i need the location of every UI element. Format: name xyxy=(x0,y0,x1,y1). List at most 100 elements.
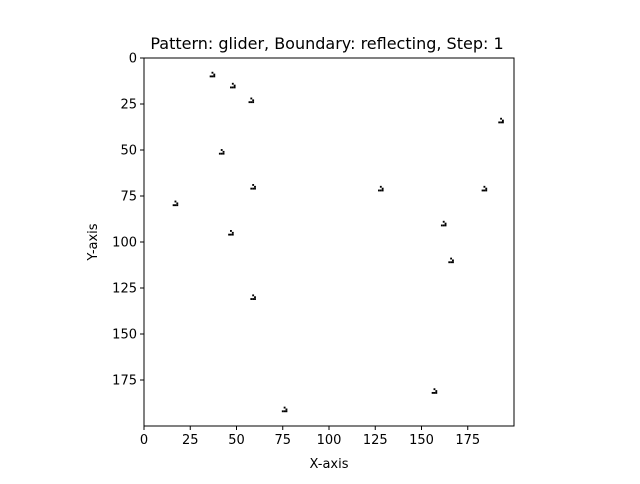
y-tick-label: 125 xyxy=(112,282,137,297)
glider-point xyxy=(481,185,488,192)
glider-cell xyxy=(501,119,504,122)
glider-cell xyxy=(500,121,502,124)
glider-cell xyxy=(444,224,447,227)
glider-cell xyxy=(252,101,255,104)
glider-cell xyxy=(452,259,454,262)
glider-cell xyxy=(254,185,256,188)
glider-cell xyxy=(431,391,434,394)
glider-cell xyxy=(222,152,225,155)
glider-cell xyxy=(379,185,382,188)
glider-cell xyxy=(252,298,255,300)
glider-cell xyxy=(213,75,216,78)
glider-cell xyxy=(254,187,256,190)
x-tick-label: 125 xyxy=(363,433,388,448)
glider-cell xyxy=(448,261,451,264)
glider-cell xyxy=(378,189,380,192)
glider-cell xyxy=(381,189,384,192)
glider-cell xyxy=(450,261,453,264)
glider-point xyxy=(172,200,179,207)
glider-point xyxy=(248,97,255,104)
glider-cell xyxy=(435,391,438,394)
glider-cell xyxy=(481,189,484,192)
glider-cell xyxy=(231,231,234,234)
glider-cell xyxy=(254,296,256,299)
glider-cell xyxy=(442,224,445,227)
y-tick-label: 175 xyxy=(112,374,137,389)
glider-cell xyxy=(250,101,253,104)
glider-cell xyxy=(176,204,179,207)
glider-cell xyxy=(174,204,177,207)
glider-point xyxy=(498,117,504,124)
glider-cell xyxy=(379,189,382,192)
glider-point xyxy=(448,257,454,264)
glider-cell xyxy=(485,189,488,192)
glider-cell xyxy=(233,86,236,89)
glider-cell xyxy=(211,75,214,78)
glider-cell xyxy=(281,410,284,413)
glider-cell xyxy=(172,204,175,207)
glider-point xyxy=(250,184,256,190)
glider-cell xyxy=(250,298,253,300)
glider-cell xyxy=(433,388,436,391)
glider-cell xyxy=(483,185,486,188)
glider-cell xyxy=(442,220,445,223)
glider-cell xyxy=(213,73,216,76)
glider-cell xyxy=(450,257,453,260)
glider-cell xyxy=(176,202,179,205)
glider-cell xyxy=(252,294,255,297)
glider-point xyxy=(250,294,256,300)
glider-cell xyxy=(252,187,255,190)
glider-point xyxy=(218,149,225,155)
glider-cell xyxy=(228,233,231,236)
y-tick-label: 25 xyxy=(120,98,137,113)
x-tick-label: 75 xyxy=(274,433,291,448)
y-tick-label: 75 xyxy=(120,190,137,205)
glider-point xyxy=(230,82,236,89)
glider-cell xyxy=(248,101,251,104)
glider-cell xyxy=(174,200,177,203)
glider-cell xyxy=(285,410,288,413)
y-tick-label: 50 xyxy=(120,144,137,159)
x-tick-label: 0 xyxy=(140,433,148,448)
glider-cell xyxy=(209,75,212,78)
glider-cell xyxy=(211,71,214,74)
glider-point xyxy=(431,388,438,394)
plot-area xyxy=(143,57,515,427)
y-axis: 0 25 50 75 100 125 150 175 xyxy=(112,52,144,389)
glider-point xyxy=(440,220,447,227)
glider-point xyxy=(378,185,384,192)
x-tick-label: 150 xyxy=(409,433,434,448)
x-tick-label: 175 xyxy=(455,433,480,448)
glider-cell xyxy=(250,187,253,190)
x-axis: 0 25 50 75 100 125 150 175 xyxy=(140,426,480,448)
x-axis-label: X-axis xyxy=(310,457,349,472)
glider-cell xyxy=(252,99,255,102)
glider-cell xyxy=(231,233,234,236)
y-tick-label: 150 xyxy=(112,328,137,343)
glider-cell xyxy=(452,261,454,264)
glider-cell xyxy=(501,121,504,124)
glider-cell xyxy=(483,189,486,192)
chart-title: Pattern: glider, Boundary: reflecting, S… xyxy=(150,34,503,53)
glider-cell xyxy=(220,149,223,151)
glider-cell xyxy=(285,408,288,411)
glider-cell xyxy=(485,187,488,190)
glider-cell xyxy=(220,152,223,155)
glider-cell xyxy=(218,152,221,155)
x-tick-label: 50 xyxy=(228,433,245,448)
glider-cell xyxy=(440,224,443,227)
glider-cell xyxy=(254,298,256,300)
glider-cell xyxy=(500,117,502,120)
glider-cell xyxy=(231,86,234,89)
glider-cell xyxy=(433,391,436,394)
data-points xyxy=(172,71,504,413)
glider-cell xyxy=(435,390,438,392)
glider-point xyxy=(228,230,234,236)
glider-cell xyxy=(283,410,286,413)
glider-cell xyxy=(250,97,253,100)
glider-cell xyxy=(233,84,236,87)
glider-cell xyxy=(230,86,232,89)
glider-cell xyxy=(230,233,232,236)
glider-point xyxy=(209,71,216,78)
